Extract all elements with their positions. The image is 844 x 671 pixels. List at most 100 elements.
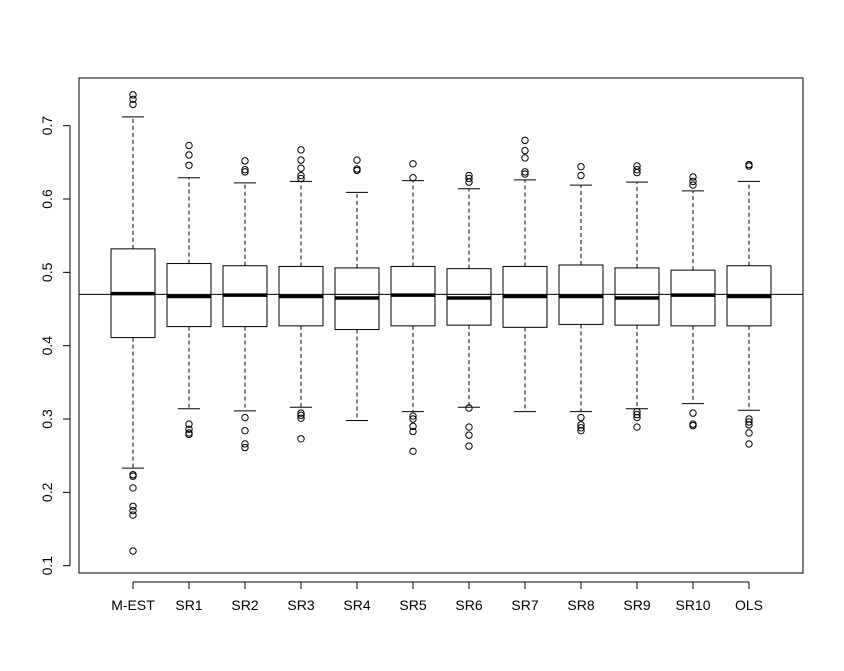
box-sr9 bbox=[614, 162, 660, 431]
outlier-point bbox=[129, 472, 137, 480]
box-sr1 bbox=[166, 141, 212, 439]
outlier-point bbox=[745, 429, 753, 437]
outlier-point bbox=[297, 146, 305, 154]
box-sr3 bbox=[278, 146, 324, 443]
outlier-point bbox=[241, 413, 249, 422]
outlier-point bbox=[577, 424, 585, 432]
outlier-point bbox=[353, 156, 361, 164]
outlier-point bbox=[185, 430, 193, 439]
outlier-point bbox=[745, 415, 753, 423]
box-ols bbox=[726, 160, 772, 448]
outlier-point bbox=[633, 423, 641, 431]
outlier-point bbox=[297, 164, 305, 172]
outlier-point bbox=[409, 412, 417, 420]
box-series bbox=[110, 91, 772, 555]
outlier-point bbox=[745, 418, 753, 426]
outlier-point bbox=[297, 414, 305, 422]
outlier-point bbox=[241, 168, 249, 176]
outlier-point bbox=[409, 447, 417, 455]
outlier-point bbox=[185, 425, 193, 433]
outlier-point bbox=[241, 157, 249, 165]
box-sr7 bbox=[502, 136, 548, 413]
outlier-point bbox=[185, 161, 193, 169]
outlier-point bbox=[689, 181, 697, 189]
outlier-point bbox=[689, 420, 697, 428]
outlier-point bbox=[465, 174, 473, 183]
outlier-point bbox=[129, 502, 137, 510]
outlier-point bbox=[297, 174, 305, 183]
outlier-point bbox=[577, 421, 585, 429]
outlier-point bbox=[297, 411, 305, 420]
outlier-point bbox=[409, 415, 417, 423]
outlier-point bbox=[353, 166, 361, 175]
outlier-point bbox=[409, 422, 417, 431]
outlier-point bbox=[409, 427, 417, 436]
outlier-point bbox=[185, 151, 193, 159]
outlier-point bbox=[297, 156, 305, 164]
outlier-point bbox=[465, 404, 473, 412]
outlier-point bbox=[633, 413, 641, 422]
box-sr10 bbox=[670, 173, 716, 430]
outlier-point bbox=[129, 547, 137, 555]
x-tick-label: SR6 bbox=[455, 597, 482, 613]
outlier-point bbox=[521, 170, 529, 178]
x-tick-label: SR7 bbox=[511, 597, 538, 613]
x-tick-label: M-EST bbox=[111, 597, 155, 613]
outlier-point bbox=[241, 165, 249, 174]
outlier-point bbox=[297, 435, 305, 443]
outlier-point bbox=[129, 484, 137, 492]
x-tick-label: OLS bbox=[735, 597, 763, 613]
outlier-point bbox=[465, 423, 473, 431]
outlier-point bbox=[521, 136, 529, 145]
x-tick-label: SR3 bbox=[287, 597, 314, 613]
box-iqr bbox=[670, 269, 716, 327]
x-axis: M-EST SR1 SR2 SR3 SR4 SR5 SR6 SR7 SR8 SR9 SR10 OLS bbox=[111, 581, 763, 613]
box-sr6 bbox=[446, 171, 492, 450]
outlier-point bbox=[577, 413, 585, 422]
outlier-point bbox=[633, 410, 641, 419]
outlier-point bbox=[689, 421, 697, 430]
box-sr2 bbox=[222, 157, 268, 452]
outlier-point bbox=[633, 168, 641, 177]
box-m-est bbox=[110, 91, 156, 555]
x-tick-label: SR9 bbox=[623, 597, 650, 613]
x-tick-label: SR1 bbox=[175, 597, 202, 613]
x-tick-label: SR10 bbox=[675, 597, 710, 613]
outlier-point bbox=[745, 421, 753, 429]
box-sr8 bbox=[558, 163, 604, 435]
outlier-point bbox=[465, 442, 473, 450]
outlier-point bbox=[521, 146, 529, 155]
x-tick-label: SR8 bbox=[567, 597, 594, 613]
plot-frame bbox=[78, 77, 804, 574]
outlier-point bbox=[185, 141, 193, 150]
outlier-point bbox=[689, 177, 697, 186]
outlier-point bbox=[353, 165, 361, 173]
y-tick-label: 0.7 bbox=[39, 116, 55, 136]
outlier-point bbox=[129, 95, 137, 103]
outlier-point bbox=[297, 171, 305, 180]
outlier-point bbox=[241, 440, 249, 448]
x-tick-label: SR4 bbox=[343, 597, 370, 613]
outlier-point bbox=[521, 168, 529, 176]
outlier-point bbox=[129, 471, 137, 479]
x-tick-label: SR5 bbox=[399, 597, 426, 613]
x-tick-label: SR2 bbox=[231, 597, 258, 613]
outlier-point bbox=[129, 100, 137, 109]
box-sr5 bbox=[390, 160, 436, 455]
y-tick-label: 0.2 bbox=[39, 482, 55, 502]
y-axis: 0.1 0.2 0.3 0.4 0.5 0.6 0.7 bbox=[39, 116, 71, 576]
outlier-point bbox=[633, 165, 641, 174]
outlier-point bbox=[577, 163, 585, 171]
outlier-point bbox=[689, 173, 697, 181]
outlier-point bbox=[745, 440, 753, 448]
outlier-point bbox=[633, 407, 641, 416]
outlier-point bbox=[745, 160, 753, 169]
outlier-point bbox=[409, 174, 417, 182]
outlier-point bbox=[185, 420, 193, 428]
outlier-point bbox=[409, 160, 417, 168]
y-tick-label: 0.1 bbox=[39, 556, 55, 576]
box-sr4 bbox=[334, 156, 380, 421]
outlier-point bbox=[745, 162, 753, 170]
outlier-point bbox=[129, 511, 137, 519]
